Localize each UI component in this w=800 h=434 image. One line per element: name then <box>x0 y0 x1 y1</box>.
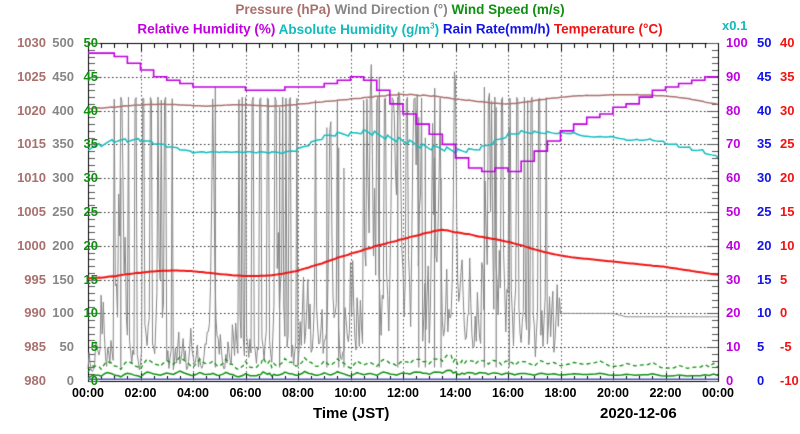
y-tick-temperature: 40 <box>780 35 795 50</box>
y-tick-rain-rate: 20 <box>757 237 772 253</box>
y-tick-pressure: 1030 <box>17 35 46 50</box>
y-tick-rain-rate: 30 <box>757 170 772 186</box>
y-tick-rain-rate: 5 <box>757 339 765 355</box>
y-tick-pressure: 995 <box>24 271 46 287</box>
y-tick-relative-humidity: 90 <box>726 68 741 84</box>
y-tick-wind-direction: 50 <box>59 339 74 355</box>
y-tick-temperature: 30 <box>780 102 795 118</box>
y-tick-rain-rate: 50 <box>757 35 772 50</box>
y-tick-wind-direction: 400 <box>52 102 74 118</box>
y-tick-temperature: 5 <box>780 271 788 287</box>
y-tick-rain-rate: 35 <box>757 136 772 152</box>
y-tick-wind-speed: 30 <box>83 170 98 186</box>
y-tick-pressure: 1005 <box>17 204 46 219</box>
y-tick-temperature: 0 <box>780 305 788 321</box>
x-tick-label: 00:00 <box>702 386 734 400</box>
y-tick-relative-humidity: 80 <box>726 102 741 118</box>
y-tick-wind-speed: 45 <box>83 68 98 84</box>
y-tick-wind-direction: 100 <box>52 305 74 321</box>
y-tick-wind-direction: 450 <box>52 68 74 84</box>
x-tick-label: 18:00 <box>544 386 577 400</box>
x-tick-label: 04:00 <box>177 386 209 400</box>
x-tick-label: 12:00 <box>387 386 419 400</box>
x-tick-label: 08:00 <box>282 386 314 400</box>
y-tick-temperature: -10 <box>780 373 799 388</box>
y-tick-rain-rate: 0 <box>757 373 765 388</box>
y-tick-wind-direction: 500 <box>52 35 74 50</box>
y-tick-pressure: 1015 <box>17 136 46 152</box>
x-tick-label: 06:00 <box>229 386 262 400</box>
y-tick-temperature: 10 <box>780 237 795 253</box>
x-tick-label: 02:00 <box>124 386 157 400</box>
y-tick-wind-direction: 0 <box>66 373 74 388</box>
x-tick-label: 20:00 <box>597 386 629 400</box>
x-tick-label: 16:00 <box>492 386 524 400</box>
y-tick-pressure: 985 <box>24 339 46 355</box>
y-tick-rain-rate: 10 <box>757 305 772 321</box>
y-tick-temperature: 25 <box>780 136 795 152</box>
y-tick-pressure: 980 <box>24 373 46 388</box>
y-tick-wind-direction: 150 <box>52 271 74 287</box>
y-tick-temperature: 35 <box>780 68 795 84</box>
y-tick-pressure: 1025 <box>17 68 46 84</box>
y-tick-wind-speed: 0 <box>90 373 98 388</box>
y-tick-wind-speed: 15 <box>83 271 98 287</box>
y-tick-temperature: 20 <box>780 170 795 186</box>
y-tick-wind-speed: 40 <box>83 102 98 118</box>
y-tick-wind-direction: 200 <box>52 237 74 253</box>
y-tick-temperature: -5 <box>780 339 792 355</box>
y-tick-pressure: 1020 <box>17 102 46 118</box>
y-tick-pressure: 990 <box>24 305 46 321</box>
date-label: 2020-12-06 <box>600 405 677 422</box>
y-tick-relative-humidity: 40 <box>726 237 741 253</box>
y-tick-wind-speed: 35 <box>83 136 98 152</box>
y-tick-relative-humidity: 100 <box>726 35 748 50</box>
x-axis-title: Time (JST) <box>313 405 390 422</box>
y-tick-pressure: 1010 <box>17 170 46 186</box>
y-tick-wind-direction: 250 <box>52 204 74 219</box>
x-tick-label: 10:00 <box>334 386 367 400</box>
x-tick-label: 14:00 <box>439 386 472 400</box>
y-tick-relative-humidity: 10 <box>726 339 741 355</box>
y-tick-relative-humidity: 20 <box>726 305 741 321</box>
x-tick-label: 22:00 <box>649 386 682 400</box>
y-tick-relative-humidity: 0 <box>726 373 734 388</box>
y-tick-rain-rate: 15 <box>757 271 772 287</box>
y-tick-relative-humidity: 60 <box>726 170 741 186</box>
y-tick-wind-speed: 20 <box>83 237 98 253</box>
y-tick-wind-speed: 50 <box>83 35 98 50</box>
y-tick-wind-speed: 25 <box>83 204 98 219</box>
y-tick-relative-humidity: 30 <box>726 271 741 287</box>
y-tick-temperature: 15 <box>780 204 795 219</box>
y-tick-rain-rate: 45 <box>757 68 772 84</box>
y-tick-wind-direction: 350 <box>52 136 74 152</box>
y-tick-wind-speed: 5 <box>90 339 98 355</box>
y-tick-rain-rate: 40 <box>757 102 772 118</box>
y-tick-rain-rate: 25 <box>757 204 772 219</box>
y-tick-relative-humidity: 70 <box>726 136 741 152</box>
y-tick-wind-speed: 10 <box>83 305 98 321</box>
x-tick-label: 00:00 <box>72 386 104 400</box>
y-tick-wind-direction: 300 <box>52 170 74 186</box>
y-tick-pressure: 1000 <box>17 237 46 253</box>
y-tick-relative-humidity: 50 <box>726 204 741 219</box>
